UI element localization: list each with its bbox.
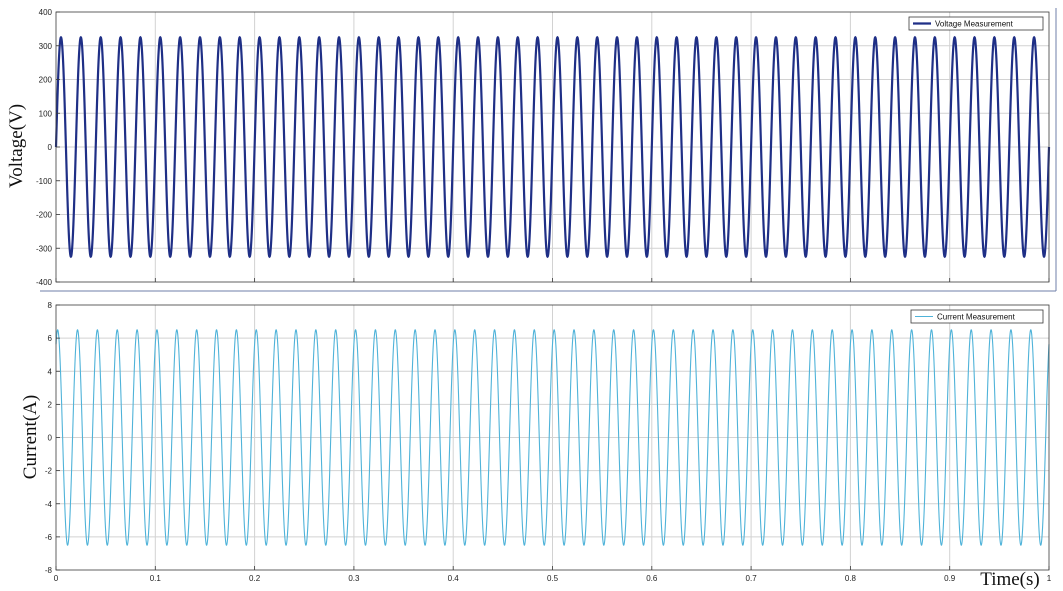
current-y-tick-label: -2 [45,467,53,476]
voltage-y-tick-label: 200 [39,76,53,85]
current-x-tick-label: 0 [54,574,59,583]
voltage-y-tick-label: -100 [36,177,53,186]
current-y-tick-label: 2 [48,400,53,409]
current-x-tick-label: 0.9 [944,574,956,583]
current-legend-box [910,309,1044,324]
current-x-tick-label: 0.8 [845,574,857,583]
voltage-y-axis-label: Voltage(V) [6,104,27,188]
current-x-tick-label: 0.7 [746,574,758,583]
current-y-tick-label: 4 [48,367,53,376]
current-legend: Current Measurement [910,309,1044,324]
voltage-legend-box [908,16,1044,31]
voltage-legend: Voltage Measurement [908,16,1044,31]
current-x-tick-label: 0.2 [249,574,261,583]
voltage-y-tick-label: 0 [48,143,53,152]
voltage-y-tick-label: 100 [39,109,53,118]
current-x-axis-label: Time(s) [980,569,1039,590]
voltage-legend-label: Voltage Measurement [935,20,1014,29]
current-y-tick-label: -4 [45,500,53,509]
voltage-y-tick-label: -300 [36,244,53,253]
current-y-tick-label: -6 [45,533,53,542]
current-x-tick-label: 1 [1047,574,1052,583]
current-x-tick-label: 0.5 [547,574,559,583]
current-y-axis-label: Current(A) [20,395,41,479]
current-x-tick-label: 0.6 [646,574,658,583]
current-legend-label: Current Measurement [937,313,1016,322]
voltage-y-tick-label: 400 [39,8,53,17]
current-y-tick-label: 0 [48,434,53,443]
current-y-tick-label: 8 [48,301,53,310]
current-series-line [55,329,1050,546]
voltage-plot: -400 -300 -200 -100 0 100 200 300 400 Voltage(V)… [6,8,1051,287]
current-x-tick-label: 0.1 [150,574,162,583]
voltage-y-tick-label: 300 [39,42,53,51]
current-y-tick-label: -8 [45,566,53,575]
voltage-y-tick-label: -200 [36,211,53,220]
current-x-tick-label: 0.4 [448,574,460,583]
voltage-y-tick-label: -400 [36,278,53,287]
current-plot: -8 -6 -4 -2 0 2 4 6 8 0 0.1 0.2 0.3 0.4 0.5 0.6 0.7 0.8 0.… [20,301,1052,590]
current-x-tick-label: 0.3 [348,574,360,583]
current-y-tick-label: 6 [48,334,53,343]
voltage-series-line [54,35,1051,259]
